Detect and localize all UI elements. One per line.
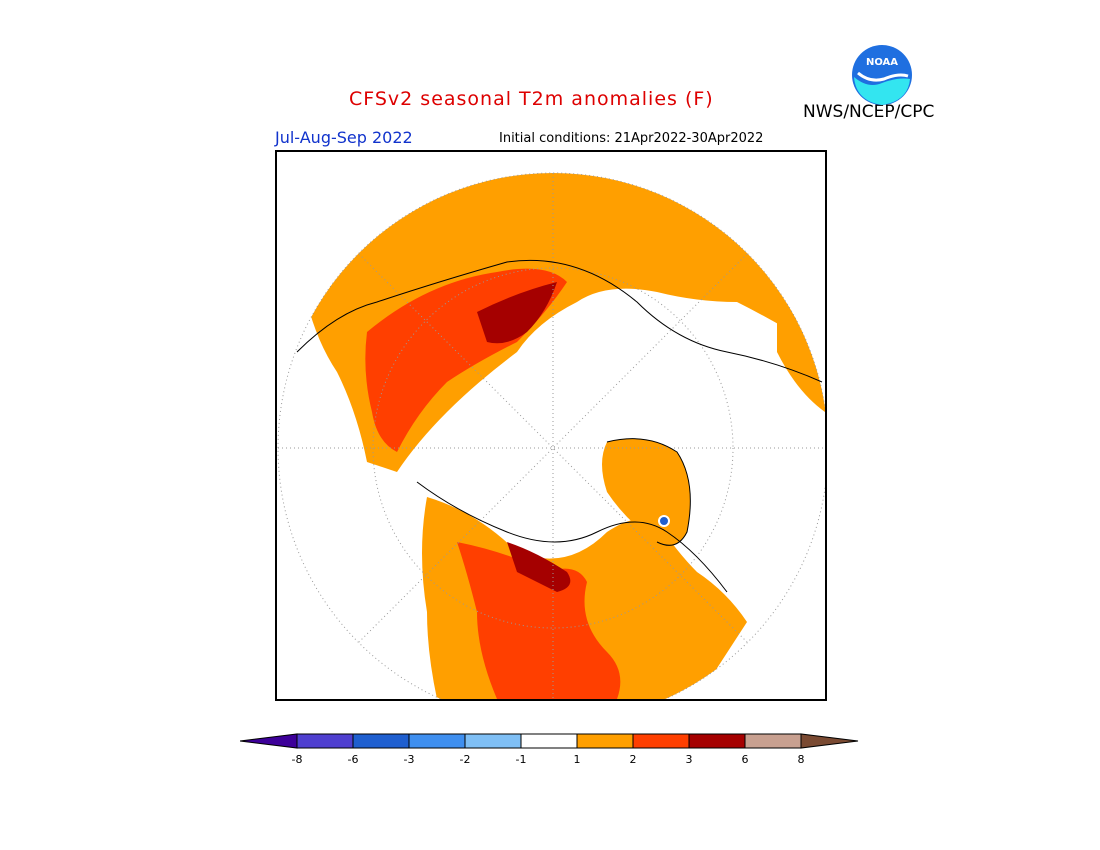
- legend-swatch: [296, 733, 354, 749]
- legend-swatch: [632, 733, 690, 749]
- anomaly-region-eurasia: [307, 173, 825, 472]
- noaa-logo: NOAA: [850, 43, 914, 111]
- initial-conditions: Initial conditions: 21Apr2022-30Apr2022: [499, 131, 764, 146]
- legend-tick-label: -3: [403, 753, 415, 766]
- anomaly-region-canada: [457, 542, 621, 699]
- legend-tick-label: 6: [741, 753, 749, 766]
- legend-tick-label: -6: [347, 753, 359, 766]
- marker-dot: [658, 515, 670, 527]
- coastline: [606, 438, 691, 546]
- legend-tick-label: -8: [291, 753, 303, 766]
- legend-swatch: [744, 733, 802, 749]
- legend-swatch: [352, 733, 410, 749]
- legend-swatch: [576, 733, 634, 749]
- anomaly-region-arctic-archipelago: [507, 542, 571, 592]
- legend-arrow-high: [800, 733, 859, 749]
- anomaly-region-europe: [777, 302, 825, 412]
- polar-map: [275, 150, 827, 701]
- legend-tick-label: -1: [515, 753, 527, 766]
- legend-swatch: [520, 733, 578, 749]
- color-legend: [239, 732, 860, 758]
- legend-swatch: [408, 733, 466, 749]
- legend-tick-label: 3: [685, 753, 693, 766]
- coastline: [416, 481, 728, 593]
- legend-swatch: [464, 733, 522, 749]
- forecast-period: Jul-Aug-Sep 2022: [275, 128, 413, 147]
- legend-tick-label: 1: [573, 753, 581, 766]
- coastline: [296, 259, 823, 383]
- agency-label: NWS/NCEP/CPC: [803, 102, 935, 122]
- legend-arrow-low: [239, 733, 298, 749]
- legend-tick-label: 8: [797, 753, 805, 766]
- legend-tick-label: -2: [459, 753, 471, 766]
- chart-title: CFSv2 seasonal T2m anomalies (F): [349, 88, 714, 110]
- logo-text: NOAA: [866, 57, 898, 68]
- anomaly-region-siberia: [477, 282, 557, 344]
- legend-tick-label: 2: [629, 753, 637, 766]
- legend-swatch: [688, 733, 746, 749]
